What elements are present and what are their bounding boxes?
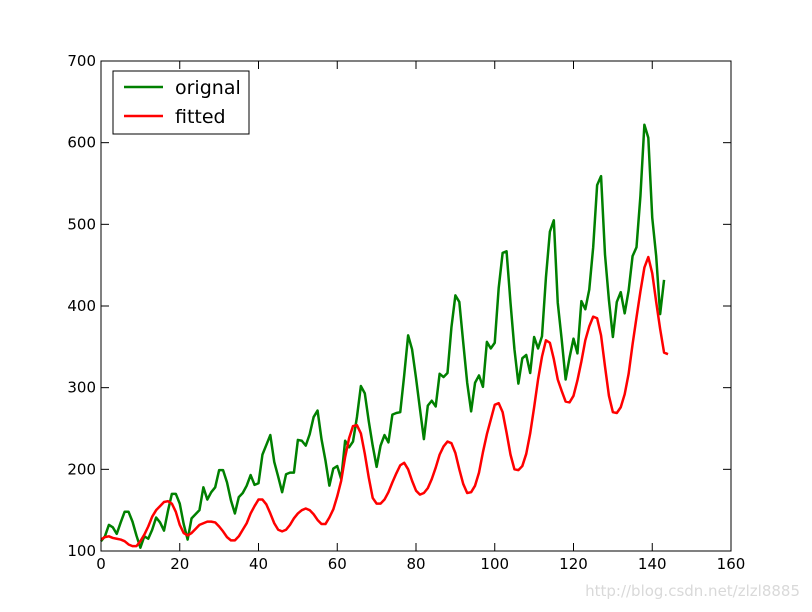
- series-line-orignal: [100, 123, 666, 549]
- x-tick-label: 100: [480, 555, 509, 573]
- y-tick-label: 100: [67, 542, 96, 560]
- x-tick-label: 20: [170, 555, 189, 573]
- y-tick-label: 600: [67, 134, 96, 152]
- x-tick-label: 120: [559, 555, 588, 573]
- x-tick-label: 60: [328, 555, 347, 573]
- y-tick-label: 200: [67, 460, 96, 478]
- x-tick-label: 160: [717, 555, 746, 573]
- y-tick-label: 300: [67, 379, 96, 397]
- legend-label-fitted: fitted: [175, 106, 226, 128]
- legend-label-orignal: orignal: [175, 77, 241, 99]
- watermark-text: http://blog.csdn.net/zlzl8885: [585, 582, 800, 600]
- series-layer: [100, 123, 669, 549]
- x-tick-label: 140: [638, 555, 667, 573]
- x-tick-label: 80: [406, 555, 425, 573]
- y-tick-label: 700: [67, 52, 96, 70]
- ticks-layer: 0 20 40 60 80 100 120 140 160 100 200 300 400 500 600 7…: [67, 52, 745, 573]
- x-tick-label: 40: [249, 555, 268, 573]
- legend-box: [112, 70, 250, 135]
- y-tick-label: 500: [67, 215, 96, 233]
- series-line-fitted: [100, 255, 669, 548]
- y-tick-label: 400: [67, 297, 96, 315]
- x-tick-label: 0: [96, 555, 106, 573]
- legend: orignal fitted: [112, 70, 250, 135]
